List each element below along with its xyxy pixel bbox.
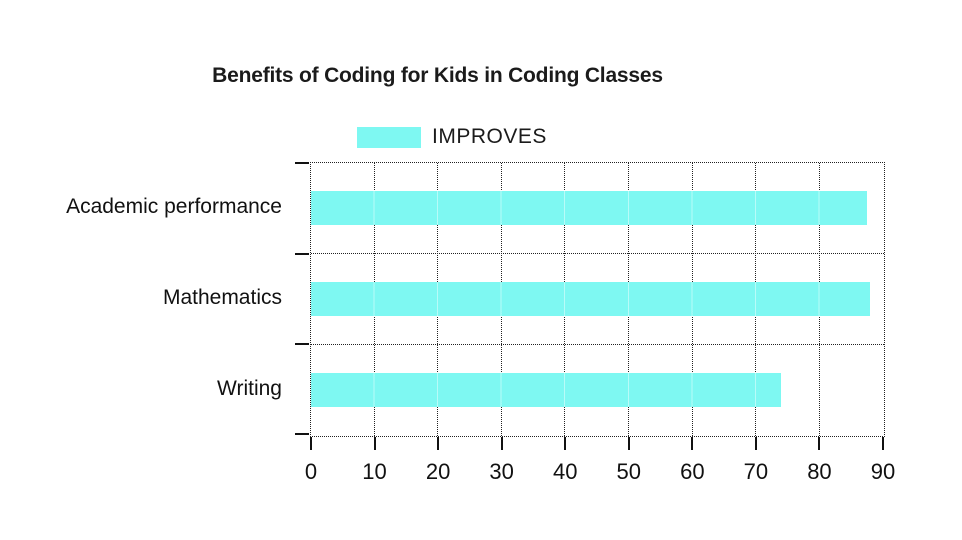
x-axis-tick (310, 437, 312, 450)
x-axis-tick-label: 70 (743, 459, 769, 484)
x-axis-tick-label: 30 (489, 459, 514, 484)
x-axis-tick-label: 90 (870, 459, 896, 484)
x-axis-tick (691, 437, 694, 450)
x-axis-tick (500, 437, 503, 450)
category-label: Mathematics (162, 285, 282, 309)
chart-title: Benefits of Coding for Kids in Coding Cl… (212, 64, 663, 87)
x-axis-tick (882, 437, 884, 450)
x-axis-tick-label: 50 (616, 459, 642, 484)
x-axis-tick (564, 437, 567, 450)
y-axis-tick (295, 343, 309, 346)
legend-label: IMPROVES (432, 125, 547, 148)
category-label: Academic performance (66, 195, 282, 219)
x-axis-tick-label: 40 (552, 459, 578, 484)
plot-area: 0 10 20 30 40 50 60 70 80 90 (295, 162, 895, 484)
x-axis-tick (437, 437, 440, 450)
category-label: Writing (217, 376, 282, 400)
x-axis-tick (754, 437, 757, 450)
bar (311, 282, 871, 316)
y-axis-tick (295, 433, 309, 435)
legend: IMPROVES (357, 125, 547, 148)
x-axis-tick-label: 0 (304, 459, 318, 484)
gridline-horizontal (311, 252, 884, 254)
x-axis-tick-label: 80 (807, 459, 832, 484)
y-axis-tick (295, 252, 309, 255)
x-axis-tick-label: 60 (680, 459, 705, 484)
bar (311, 191, 868, 226)
y-axis-tick (295, 162, 309, 164)
gridline-horizontal (311, 343, 884, 345)
x-axis-tick-label: 10 (362, 459, 387, 484)
x-axis-tick (818, 437, 821, 450)
x-axis-tick-label: 20 (425, 459, 451, 484)
category-labels: Academic performance Mathematics Writing (0, 162, 282, 437)
x-axis-tick (627, 437, 630, 450)
bar (311, 372, 782, 407)
x-axis-tick (373, 437, 376, 450)
legend-swatch-icon (357, 126, 421, 148)
